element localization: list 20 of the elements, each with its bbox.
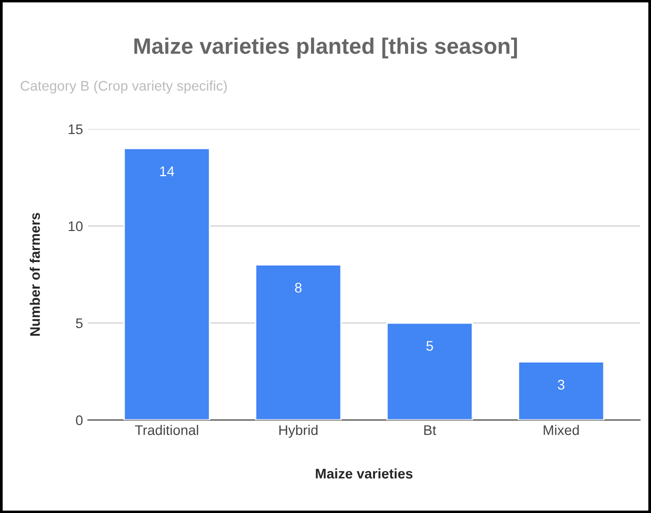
bar xyxy=(254,264,342,420)
x-tick-label: Mixed xyxy=(544,424,579,436)
y-tick-label: 15 xyxy=(68,124,83,134)
y-tick-label: 0 xyxy=(76,415,83,426)
chart-subtitle: Category B (Crop variety specific) xyxy=(20,80,227,94)
chart-title: Maize varieties planted [this season] xyxy=(134,38,517,58)
data-label: 14 xyxy=(160,166,174,176)
x-tick-label: Hybrid xyxy=(279,424,318,438)
data-label: 8 xyxy=(295,282,302,293)
y-tick-label: 5 xyxy=(76,318,83,328)
x-axis-title: Maize varieties xyxy=(316,468,412,479)
y-axis-title: Number of farmers xyxy=(30,212,40,336)
bar xyxy=(386,322,474,420)
y-tick-label: 10 xyxy=(68,221,83,232)
bar xyxy=(123,148,210,420)
x-tick-label: Bt xyxy=(424,425,436,436)
x-tick-label: Traditional xyxy=(135,424,198,436)
data-label: 5 xyxy=(426,341,433,351)
data-label: 3 xyxy=(558,380,564,390)
bar xyxy=(518,361,605,420)
